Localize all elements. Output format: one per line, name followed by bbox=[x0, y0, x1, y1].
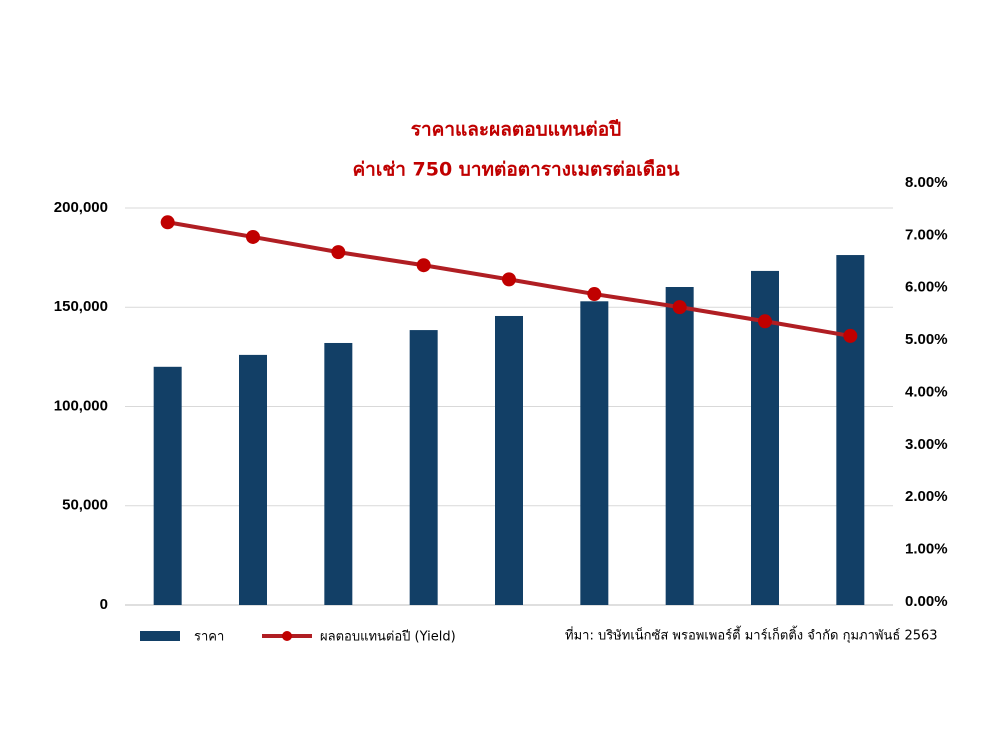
y2-tick-label: 2.00% bbox=[905, 488, 948, 505]
y2-tick-label: 7.00% bbox=[905, 226, 948, 243]
bar bbox=[409, 330, 438, 605]
y-tick-label: 200,000 bbox=[54, 199, 108, 216]
legend-swatch bbox=[140, 631, 180, 641]
legend-marker bbox=[282, 631, 292, 641]
chart-title: ราคาและผลตอบแทนต่อปี bbox=[411, 119, 622, 141]
y2-tick-label: 1.00% bbox=[905, 541, 948, 558]
y-tick-label: 0 bbox=[100, 596, 108, 613]
line-marker bbox=[331, 245, 346, 260]
line-marker bbox=[758, 314, 772, 329]
bar bbox=[324, 342, 353, 605]
line-marker bbox=[843, 328, 858, 343]
legend-label: ผลตอบแทนต่อปี (Yield) bbox=[320, 629, 456, 645]
y-tick-label: 100,000 bbox=[54, 397, 108, 414]
y2-tick-label: 0.00% bbox=[905, 593, 948, 610]
bar bbox=[665, 287, 694, 605]
line-marker bbox=[502, 272, 516, 287]
y2-tick-label: 5.00% bbox=[905, 331, 948, 348]
chart-subtitle: ค่าเช่า 750 บาทต่อตารางเมตรต่อเดือน bbox=[352, 159, 679, 181]
line-marker bbox=[416, 258, 431, 273]
y2-tick-label: 6.00% bbox=[905, 279, 948, 296]
y2-tick-label: 8.00% bbox=[905, 174, 948, 191]
source-note: ที่มา: บริษัทเน็กซัส พรอพเพอร์ตี้ มาร์เก… bbox=[565, 626, 938, 644]
bar bbox=[239, 354, 267, 605]
y-tick-label: 50,000 bbox=[62, 497, 108, 514]
bar bbox=[836, 255, 865, 605]
line-marker bbox=[672, 300, 687, 315]
y2-tick-label: 4.00% bbox=[905, 383, 948, 400]
bar bbox=[495, 315, 523, 605]
bar bbox=[153, 366, 182, 605]
line-marker bbox=[160, 215, 175, 230]
y2-tick-label: 3.00% bbox=[905, 436, 948, 453]
line-marker bbox=[246, 229, 260, 244]
bar bbox=[580, 301, 609, 605]
line-marker bbox=[587, 287, 602, 302]
y-tick-label: 150,000 bbox=[54, 298, 108, 315]
legend-label: ราคา bbox=[194, 630, 224, 645]
